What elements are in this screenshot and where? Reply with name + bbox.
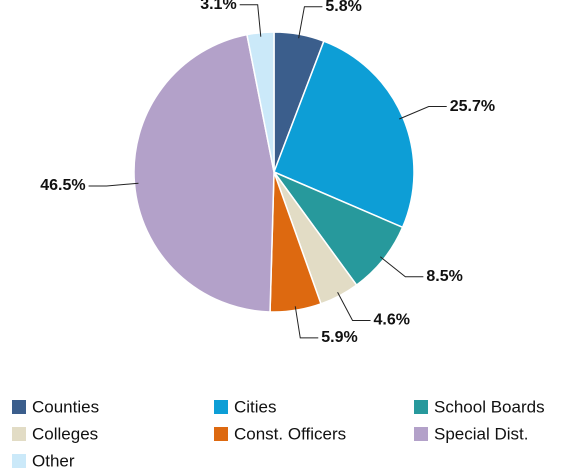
legend-label: Other xyxy=(32,451,75,470)
data-label: 46.5% xyxy=(40,177,85,194)
data-label: 5.8% xyxy=(325,0,361,15)
data-label: 5.9% xyxy=(321,329,357,346)
legend-label: Const. Officers xyxy=(234,424,346,443)
legend-label: Cities xyxy=(234,397,277,416)
pie-slice xyxy=(133,33,275,313)
leader-line xyxy=(380,256,424,278)
data-label: 25.7% xyxy=(450,98,495,115)
legend-swatch xyxy=(12,427,26,441)
data-label: 8.5% xyxy=(426,268,462,285)
leader-line xyxy=(239,4,262,37)
legend-swatch xyxy=(214,400,228,414)
legend-label: Colleges xyxy=(32,424,98,443)
data-label: 4.6% xyxy=(374,312,410,329)
legend-swatch xyxy=(12,454,26,468)
legend-swatch xyxy=(414,400,428,414)
leader-line xyxy=(294,306,319,339)
legend-swatch xyxy=(214,427,228,441)
leader-line xyxy=(337,291,371,322)
legend-swatch xyxy=(12,400,26,414)
data-label: 3.1% xyxy=(200,0,236,13)
leader-line xyxy=(399,106,447,120)
legend-label: Counties xyxy=(32,397,99,416)
leader-line xyxy=(298,6,323,39)
legend-label: School Boards xyxy=(434,397,545,416)
leader-line xyxy=(88,182,139,187)
legend-swatch xyxy=(414,427,428,441)
legend-label: Special Dist. xyxy=(434,424,528,443)
